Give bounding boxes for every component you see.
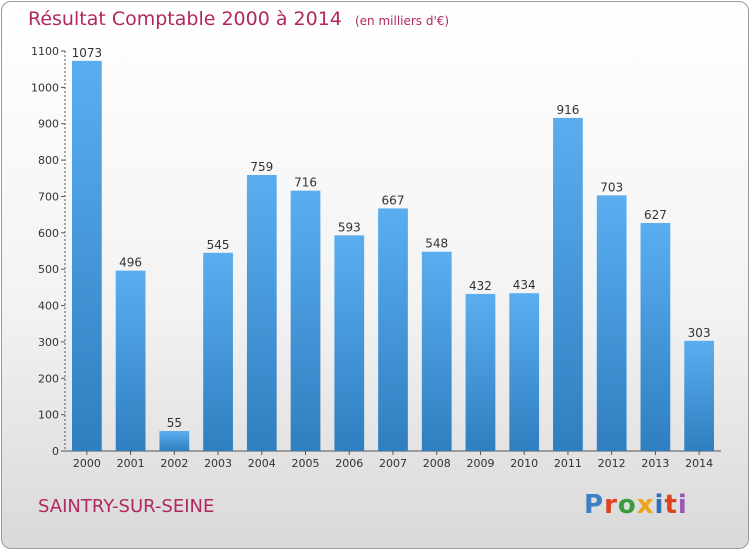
y-tick-label: 400: [38, 300, 59, 313]
bar: [596, 195, 627, 451]
bar: [553, 117, 583, 451]
x-tick-label: 2006: [335, 457, 363, 470]
bar: [465, 293, 496, 451]
logo-letter: o: [617, 490, 637, 520]
y-tick-label: 900: [38, 118, 59, 131]
bar-value-label: 496: [119, 256, 142, 270]
y-tick-label: 1000: [31, 81, 59, 94]
bar: [203, 252, 233, 451]
x-tick-label: 2005: [292, 457, 320, 470]
y-tick-label: 800: [38, 154, 59, 167]
bar: [71, 60, 102, 452]
x-tick-label: 2001: [117, 457, 145, 470]
x-tick-label: 2013: [641, 457, 669, 470]
y-tick-label: 500: [38, 263, 59, 276]
x-tick-label: 2011: [554, 457, 582, 470]
x-tick-label: 2007: [379, 457, 407, 470]
commune-name: SAINTRY-SUR-SEINE: [38, 496, 215, 517]
bar-value-label: 593: [338, 220, 361, 234]
bar-value-label: 716: [294, 176, 317, 190]
bar: [509, 293, 540, 451]
chart-unit: (en milliers d'€): [354, 14, 450, 28]
bar: [378, 208, 408, 451]
y-tick-label: 100: [38, 409, 59, 422]
bar-value-label: 627: [644, 208, 667, 222]
x-tick-label: 2002: [160, 457, 188, 470]
bar-value-label: 759: [250, 160, 273, 174]
y-tick-label: 1100: [31, 45, 59, 58]
x-tick-label: 2009: [466, 457, 494, 470]
bar-value-label: 434: [513, 278, 536, 292]
bar: [334, 235, 365, 451]
bar-value-label: 432: [469, 279, 492, 293]
bar-value-label: 916: [556, 103, 579, 117]
bar-value-label: 703: [600, 180, 623, 194]
bar-value-label: 303: [688, 326, 711, 340]
bar: [684, 340, 715, 451]
bar-value-label: 545: [207, 238, 230, 252]
bar-value-label: 548: [425, 237, 448, 251]
x-tick-label: 2014: [685, 457, 713, 470]
bar: [159, 431, 190, 451]
y-tick-label: 0: [52, 445, 59, 458]
y-tick-label: 300: [38, 336, 59, 349]
chart-title: Résultat Comptable 2000 à 2014: [28, 8, 342, 30]
bar: [290, 190, 321, 452]
y-tick-label: 700: [38, 190, 59, 203]
x-tick-label: 2008: [423, 457, 451, 470]
bar: [115, 270, 146, 451]
x-tick-label: 2000: [73, 457, 101, 470]
proxiti-logo: Proxiti: [584, 490, 688, 520]
y-tick-label: 600: [38, 227, 59, 240]
chart-title-block: Résultat Comptable 2000 à 2014 (en milli…: [28, 8, 449, 30]
logo-letter: r: [604, 490, 618, 520]
bar: [246, 175, 277, 451]
x-tick-label: 2003: [204, 457, 232, 470]
bar-value-label: 55: [167, 416, 182, 430]
bar-value-label: 1073: [72, 46, 103, 60]
bar: [421, 251, 452, 451]
y-tick-label: 200: [38, 372, 59, 385]
chart-bars: 1073 496 55 545 759 716 593 667 548 432 434 916 703 6…: [71, 46, 715, 452]
x-tick-label: 2010: [510, 457, 538, 470]
x-tick-label: 2004: [248, 457, 276, 470]
x-tick-label: 2012: [598, 457, 626, 470]
logo-letter: P: [584, 490, 605, 520]
chart-axes: 0 100 200 300 400 500 600 700 800 900 1000 1100 2000…: [31, 45, 721, 470]
bar-value-label: 667: [382, 193, 405, 207]
bar: [640, 223, 671, 451]
logo-letter: x: [636, 490, 655, 520]
logo-letter: i: [677, 490, 688, 520]
logo-letter: t: [664, 490, 678, 520]
logo-letter: i: [654, 490, 665, 520]
